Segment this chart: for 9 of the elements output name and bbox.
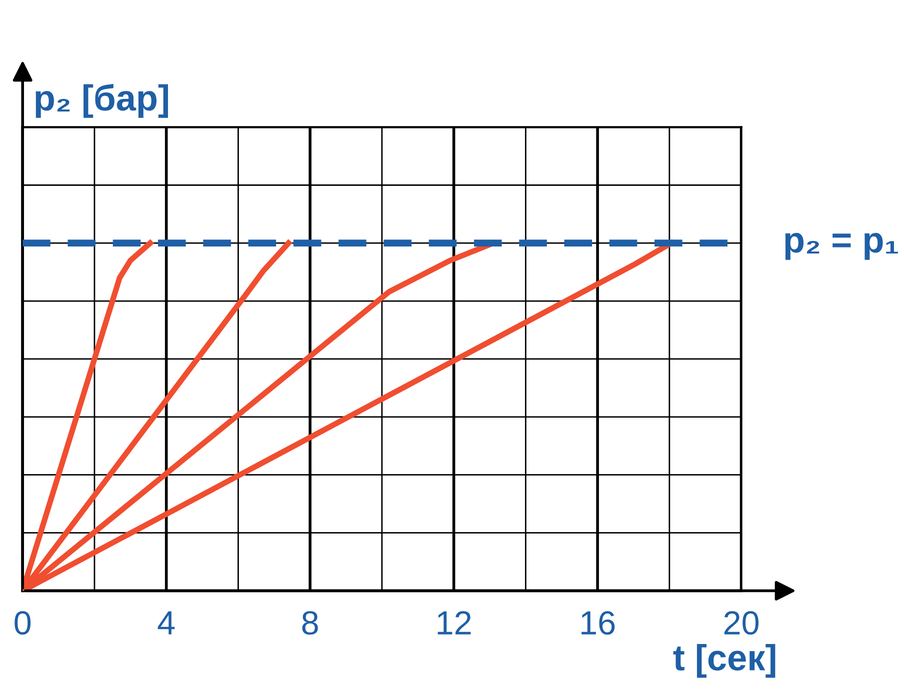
x-tick-label: 8 [302, 611, 318, 635]
x-tick-label: 12 [438, 611, 471, 634]
x-tick-label: 20 [724, 611, 759, 635]
x-tick-label: 4 [158, 611, 175, 634]
ref-line-label: p₂ = p₁ [785, 232, 898, 260]
x-tick-label: 16 [582, 611, 615, 635]
y-axis-title: p₂ [бар] [36, 84, 168, 118]
x-axis-title: t [сек] [673, 644, 776, 678]
x-tick-label: 0 [14, 611, 31, 635]
